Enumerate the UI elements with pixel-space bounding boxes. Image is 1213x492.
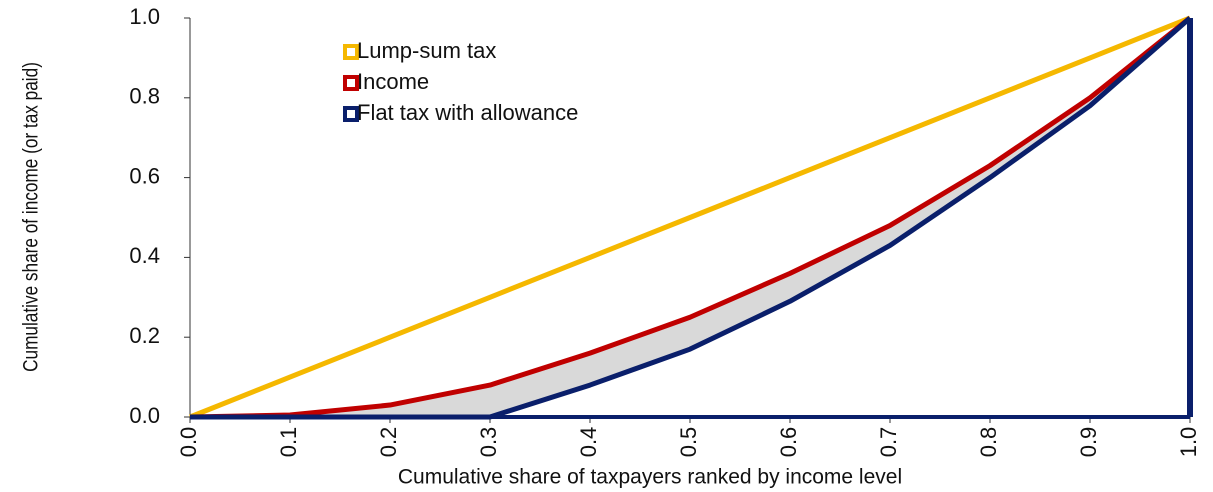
x-tick-label: 1.0 xyxy=(1176,427,1201,458)
x-tick-label: 0.8 xyxy=(976,427,1001,458)
x-axis-title: Cumulative share of taxpayers ranked by … xyxy=(398,466,902,489)
legend-label: Income xyxy=(357,69,429,94)
shaded-area xyxy=(190,18,1190,417)
x-tick-label: 0.5 xyxy=(676,427,701,458)
x-tick-label: 0.7 xyxy=(876,427,901,458)
line-series xyxy=(189,15,1191,420)
legend-swatch xyxy=(343,75,359,91)
x-tick-label: 0.1 xyxy=(276,427,301,458)
x-tick-label: 0.6 xyxy=(776,427,801,458)
y-axis-title: Cumulative share of income (or tax paid) xyxy=(20,62,43,372)
y-tick-label: 0.2 xyxy=(129,323,160,348)
line-series xyxy=(189,16,1192,420)
x-tick-label: 0.2 xyxy=(376,427,401,458)
y-tick-label: 0.0 xyxy=(129,403,160,428)
y-tick-label: 0.8 xyxy=(129,84,160,109)
y-tick-label: 0.4 xyxy=(129,243,160,268)
y-tick-label: 0.6 xyxy=(129,163,160,188)
legend-label: Flat tax with allowance xyxy=(357,100,578,125)
legend-swatch xyxy=(343,106,359,122)
x-tick-label: 0.3 xyxy=(476,427,501,458)
legend-swatch xyxy=(343,44,359,60)
x-tick-label: 0.9 xyxy=(1076,427,1101,458)
x-tick-label: 0.0 xyxy=(176,427,201,458)
y-tick-label: 1.0 xyxy=(129,4,160,29)
legend-label: Lump-sum tax xyxy=(357,38,496,63)
x-tick-label: 0.4 xyxy=(576,427,601,458)
